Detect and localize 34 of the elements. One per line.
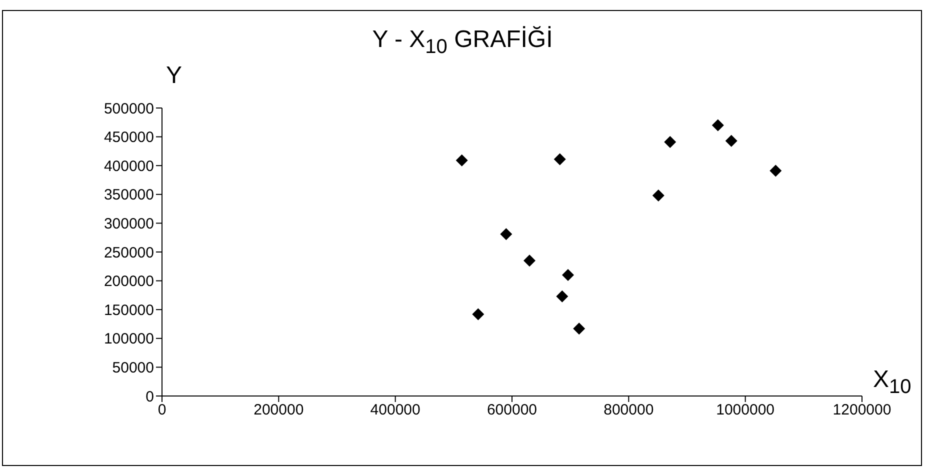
point <box>712 119 724 132</box>
y-tick-label: 250000 <box>104 244 154 262</box>
chart-title: Y - X$_{10}$ GRAFİĞİ <box>371 26 554 59</box>
point <box>500 228 512 240</box>
y-tick-label: 150000 <box>104 302 154 319</box>
x-tick-label: 800000 <box>604 402 654 419</box>
point <box>652 190 664 202</box>
y-tick-label: 450000 <box>104 129 154 146</box>
point <box>556 290 568 302</box>
y-axis-title: Y <box>166 62 182 90</box>
y-tick-label: 200000 <box>104 273 154 290</box>
point <box>664 136 676 148</box>
x-tick-label: 0 <box>158 402 166 419</box>
y-tick-label: 350000 <box>104 186 154 204</box>
point <box>562 269 574 282</box>
point <box>524 254 536 267</box>
x-tick-label: 600000 <box>486 402 538 419</box>
point <box>770 164 782 177</box>
point <box>573 322 586 335</box>
x-tick-label: 400000 <box>370 402 420 419</box>
y-tick-label: 100000 <box>104 330 154 348</box>
x-axis-title: X$_{10}$ <box>873 366 912 399</box>
y-tick-label: 300000 <box>104 216 154 233</box>
point <box>725 134 738 147</box>
y-tick-label: 500000 <box>104 100 154 118</box>
y-tick-label: 400000 <box>104 158 154 175</box>
point <box>456 154 468 166</box>
y-tick-label: 50000 <box>112 360 154 377</box>
y-tick-label: 0 <box>146 388 154 406</box>
x-tick-label: 200000 <box>254 402 304 419</box>
x-tick-label: 1200000 <box>832 402 892 419</box>
point <box>472 308 484 320</box>
x-tick-label: 1000000 <box>716 402 775 419</box>
point <box>554 153 566 166</box>
